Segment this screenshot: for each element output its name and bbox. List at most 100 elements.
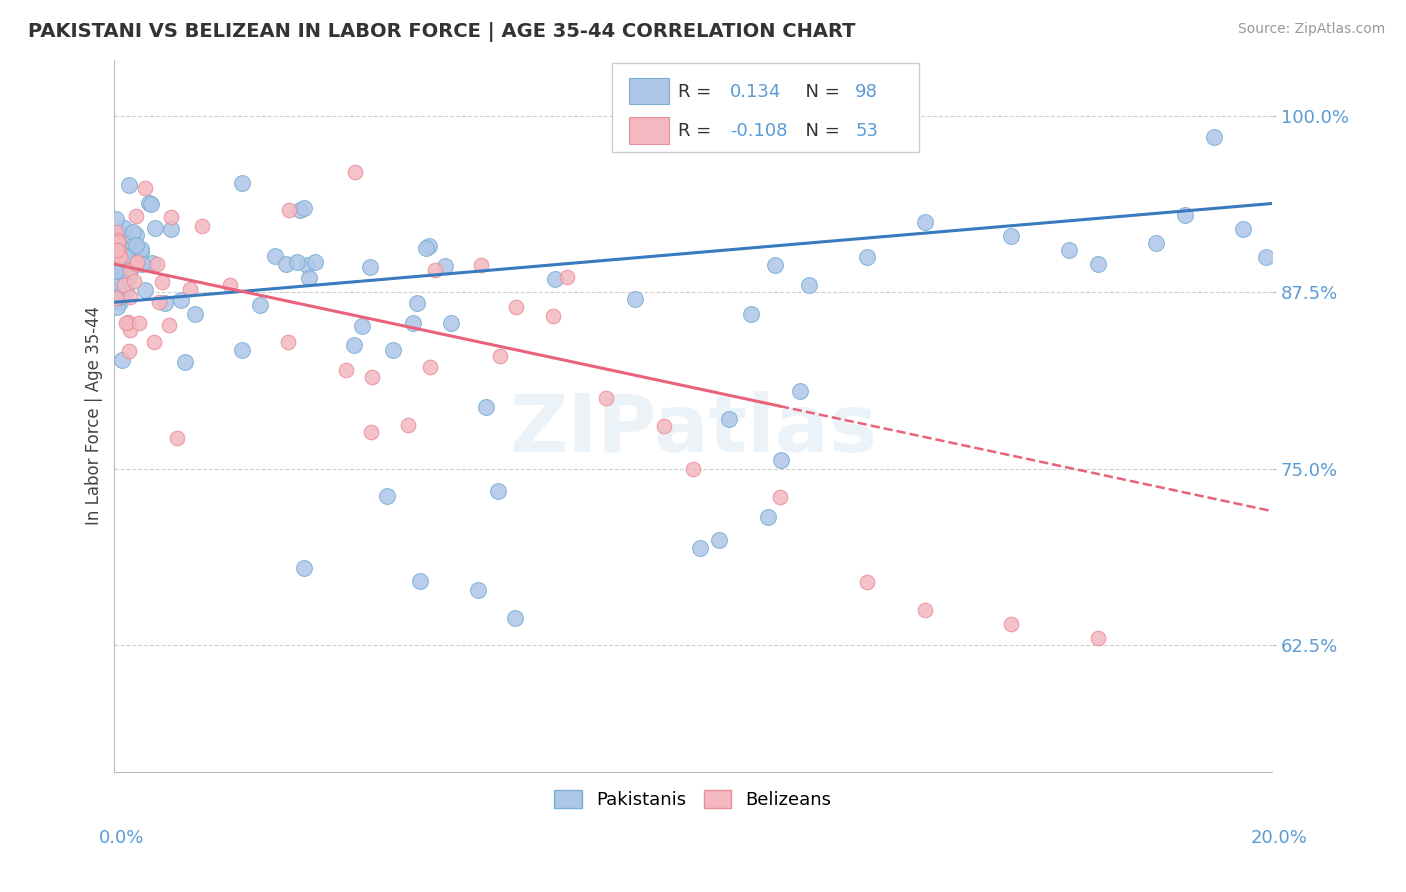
Point <box>276 257 298 271</box>
FancyBboxPatch shape <box>630 78 669 104</box>
Point <box>131 243 153 257</box>
Point <box>470 258 492 272</box>
Point <box>114 249 136 263</box>
Point <box>118 178 141 193</box>
Point <box>359 260 381 275</box>
Point <box>763 258 786 272</box>
Point <box>756 510 779 524</box>
Point <box>118 249 141 263</box>
Point <box>179 282 201 296</box>
Point <box>159 318 181 333</box>
Point <box>131 257 153 271</box>
Point <box>343 165 366 179</box>
Point <box>117 265 139 279</box>
Point <box>797 278 820 293</box>
Point <box>1202 130 1225 145</box>
Point <box>402 316 425 330</box>
Point <box>108 250 131 264</box>
Point <box>1232 222 1254 236</box>
Point <box>1144 235 1167 250</box>
Point <box>118 262 141 277</box>
Point <box>107 290 129 304</box>
Text: PAKISTANI VS BELIZEAN IN LABOR FORCE | AGE 35-44 CORRELATION CHART: PAKISTANI VS BELIZEAN IN LABOR FORCE | A… <box>28 22 856 42</box>
Text: N =: N = <box>794 83 845 101</box>
Point <box>134 283 156 297</box>
Point <box>285 255 308 269</box>
Point <box>105 226 128 240</box>
Point <box>405 296 427 310</box>
Point <box>418 239 440 253</box>
Point <box>467 582 489 597</box>
Point <box>120 243 142 257</box>
Point <box>122 274 145 288</box>
Point <box>105 212 128 227</box>
Point <box>118 322 141 336</box>
Point <box>112 278 135 293</box>
Point <box>425 263 447 277</box>
Point <box>107 235 129 249</box>
Point <box>146 257 169 271</box>
Point <box>118 269 141 284</box>
Point <box>689 541 711 555</box>
Point <box>115 284 138 298</box>
Point <box>263 249 285 263</box>
Text: 53: 53 <box>855 122 879 140</box>
Point <box>184 307 207 321</box>
Point <box>381 343 404 357</box>
Point <box>105 225 128 239</box>
Point <box>292 201 315 215</box>
Point <box>718 411 741 425</box>
Point <box>105 274 128 288</box>
FancyBboxPatch shape <box>630 118 669 144</box>
Point <box>117 315 139 329</box>
Point <box>129 245 152 260</box>
Point <box>914 215 936 229</box>
Point <box>141 256 163 270</box>
Point <box>682 461 704 475</box>
Point <box>105 233 128 247</box>
Text: N =: N = <box>794 122 845 140</box>
Point <box>148 294 170 309</box>
Point <box>415 241 437 255</box>
Text: -0.108: -0.108 <box>730 122 787 140</box>
Legend: Pakistanis, Belizeans: Pakistanis, Belizeans <box>547 782 839 816</box>
Text: R =: R = <box>678 122 717 140</box>
Point <box>652 419 675 434</box>
Point <box>159 222 181 236</box>
Point <box>125 256 148 270</box>
Text: 20.0%: 20.0% <box>1251 829 1308 847</box>
Point <box>143 220 166 235</box>
Text: ZIPatlas: ZIPatlas <box>509 391 877 469</box>
Point <box>277 334 299 349</box>
Point <box>153 296 176 310</box>
Point <box>105 279 128 293</box>
Point <box>304 255 326 269</box>
Point <box>440 316 463 330</box>
Point <box>143 334 166 349</box>
Y-axis label: In Labor Force | Age 35-44: In Labor Force | Age 35-44 <box>86 306 103 525</box>
Point <box>117 251 139 265</box>
Point <box>122 225 145 239</box>
Point <box>111 352 134 367</box>
Point <box>138 195 160 210</box>
Point <box>134 181 156 195</box>
Point <box>105 243 128 257</box>
Point <box>110 239 132 253</box>
Point <box>107 244 129 259</box>
Point <box>122 256 145 270</box>
Point <box>166 431 188 445</box>
Point <box>112 221 135 235</box>
Text: 98: 98 <box>855 83 877 101</box>
Point <box>191 219 214 233</box>
Point <box>707 533 730 547</box>
Text: Source: ZipAtlas.com: Source: ZipAtlas.com <box>1237 22 1385 37</box>
Point <box>108 247 131 261</box>
Point <box>160 210 183 224</box>
Point <box>105 264 128 278</box>
Point <box>110 273 132 287</box>
Point <box>434 259 457 273</box>
Point <box>541 309 564 323</box>
Point <box>105 258 128 272</box>
Point <box>409 574 432 588</box>
Point <box>595 391 617 405</box>
